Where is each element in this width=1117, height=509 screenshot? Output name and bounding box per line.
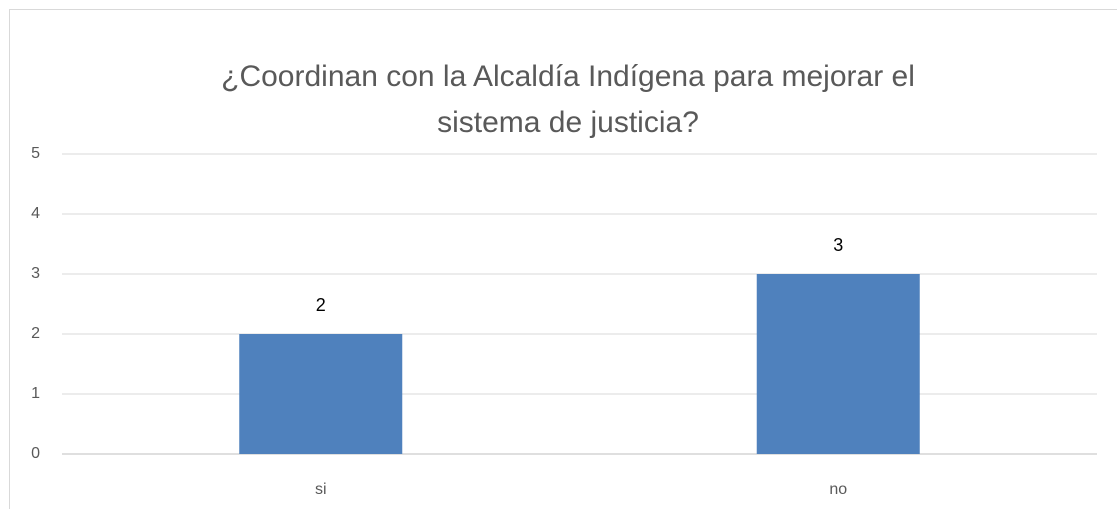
y-tick-label: 4: [31, 205, 40, 222]
x-tick-label: si: [315, 481, 327, 498]
y-tick-label: 3: [31, 265, 40, 282]
y-tick-label: 0: [31, 445, 40, 462]
chart-title: sistema de justicia?: [437, 106, 699, 139]
y-tick-label: 1: [31, 385, 40, 402]
y-tick-label: 5: [31, 145, 40, 162]
bar: [756, 274, 920, 454]
data-label: 3: [833, 235, 843, 255]
bar: [239, 334, 403, 454]
x-tick-label: no: [829, 481, 847, 498]
y-tick-label: 2: [31, 325, 40, 342]
chart-title: ¿Coordinan con la Alcaldía Indígena para…: [221, 60, 915, 93]
chart-frame: [9, 9, 1117, 509]
data-label: 2: [316, 295, 326, 315]
